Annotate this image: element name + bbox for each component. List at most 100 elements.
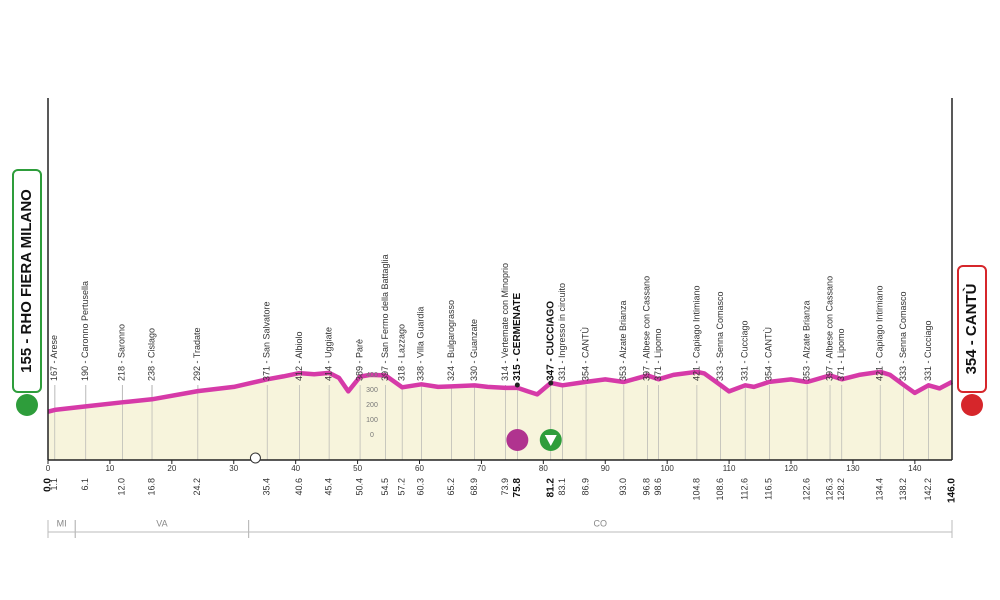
waypoint-label: 397 - Albese con Cassano	[642, 276, 652, 381]
waypoint-label: 414 - Uggiate	[323, 327, 333, 381]
waypoint-label: 331 - Cucciago	[740, 320, 750, 381]
waypoint-km: 24.2	[192, 478, 202, 496]
waypoint-label: 333 - Senna Comasco	[898, 291, 908, 381]
y-tick-label: 0	[370, 432, 374, 439]
y-tick-label: 100	[366, 417, 378, 424]
feed-icon	[249, 452, 261, 464]
waypoint-label: 338 - Villa Guardia	[416, 307, 426, 381]
waypoint-label: 315 - CERMENATE	[512, 293, 523, 381]
x-tick-label: 70	[477, 464, 486, 473]
waypoint-label: 318 - Lazzago	[397, 324, 407, 381]
waypoint-label: 331 - Ingresso in circuito	[557, 283, 567, 381]
waypoint-km: 40.6	[294, 478, 304, 496]
waypoint-label: 397 - San Fermo della Battaglia	[380, 254, 390, 381]
waypoint-label: 314 - Vertemate con Minoprio	[500, 263, 510, 381]
waypoint-label: 389 - Parè	[354, 339, 364, 381]
x-tick-label: 50	[353, 464, 362, 473]
x-tick-label: 80	[539, 464, 548, 473]
waypoint-km: 73.9	[500, 478, 510, 496]
endpoint-km: 0.0	[43, 478, 54, 492]
waypoint-km: 6.1	[80, 478, 90, 491]
checkpoint-triangle	[544, 435, 557, 446]
start-label: 155 - RHO FIERA MILANO	[18, 189, 35, 373]
waypoint-label: 371 - San Salvatore	[262, 301, 272, 381]
waypoint-km: 142.2	[923, 478, 933, 501]
y-tick-label: 200	[366, 402, 378, 409]
waypoint-label: 421 - Capiago Intimiano	[691, 285, 701, 381]
waypoint-km: 81.2	[545, 478, 556, 498]
waypoint-km: 75.8	[512, 478, 523, 498]
waypoint-km: 122.6	[801, 478, 811, 501]
start-icon	[16, 394, 38, 416]
waypoint-km: 57.2	[397, 478, 407, 496]
waypoint-km: 93.0	[618, 478, 628, 496]
waypoint-km: 98.6	[653, 478, 663, 496]
x-tick-label: 140	[908, 464, 922, 473]
waypoint-km: 35.4	[262, 478, 272, 496]
x-tick-label: 130	[846, 464, 860, 473]
province-label: VA	[156, 518, 167, 528]
waypoint-km: 1.1	[49, 478, 59, 491]
waypoint-label: 354 - CANTÙ	[764, 327, 774, 381]
x-tick-label: 120	[784, 464, 798, 473]
waypoint-km: 54.5	[380, 478, 390, 496]
waypoint-label: 353 - Alzate Brianza	[618, 300, 628, 381]
province-label: MI	[57, 518, 67, 528]
waypoint-km: 65.2	[446, 478, 456, 496]
x-tick-label: 100	[660, 464, 674, 473]
y-tick-label: 300	[366, 387, 378, 394]
waypoint-km: 116.5	[764, 478, 774, 500]
waypoint-label: 167 - Arese	[49, 335, 59, 381]
waypoint-km: 96.8	[642, 478, 652, 496]
waypoint-label: 333 - Senna Comasco	[715, 291, 725, 381]
waypoint-km: 108.6	[715, 478, 725, 501]
start-box	[12, 169, 42, 393]
plot: 0 100 200 300 400 0 10 20 30 40 50 60 70 80 90 100 110 12…	[43, 98, 958, 538]
waypoint-label: 412 - Albiolo	[294, 331, 304, 381]
waypoint-label: 353 - Alzate Brianza	[801, 300, 811, 381]
waypoint-label: 190 - Caronno Pertusella	[80, 281, 90, 381]
waypoint-label: 347 - CUCCIAGO	[545, 301, 556, 381]
profile-line	[47, 369, 954, 414]
endpoint-km: 146.0	[947, 478, 958, 503]
waypoint-km: 45.4	[323, 478, 333, 496]
finish-icon	[961, 394, 983, 416]
waypoint-label: 371 - Lipomo	[836, 328, 846, 381]
x-tick-label: 110	[723, 464, 736, 473]
waypoint-label: 421 - Capiago Intimiano	[875, 285, 885, 381]
waypoint-label: 238 - Cislago	[146, 328, 156, 381]
waypoint-label: 354 - CANTÙ	[580, 327, 590, 381]
waypoint-km: 138.2	[898, 478, 908, 501]
x-tick-label: 20	[167, 464, 176, 473]
waypoint-km: 68.9	[469, 478, 479, 496]
waypoint-km: 16.8	[146, 478, 156, 496]
waypoint-km: 50.4	[354, 478, 364, 496]
waypoint-km: 112.6	[740, 478, 750, 500]
waypoint-label: 330 - Guanzate	[469, 319, 479, 381]
sprint-icon	[506, 429, 529, 451]
waypoint-km: 12.0	[117, 478, 127, 496]
x-tick-label: 40	[291, 464, 300, 473]
x-tick-label: 30	[229, 464, 238, 473]
checkpoint-dot	[548, 380, 554, 386]
waypoint-label: 324 - Bulgarograsso	[446, 300, 456, 381]
finish-box	[957, 265, 987, 393]
waypoint-label: 292 - Tradate	[192, 327, 202, 381]
waypoint-km: 128.2	[836, 478, 846, 501]
waypoint-km: 83.1	[557, 478, 567, 496]
waypoint-km: 104.8	[691, 478, 701, 501]
waypoint-label: 371 - Lipomo	[653, 328, 663, 381]
x-tick-label: 10	[105, 464, 114, 473]
waypoint-km: 134.4	[875, 478, 885, 501]
x-tick-label: 90	[601, 464, 610, 473]
sprint-dot	[514, 382, 520, 388]
waypoint-km: 126.3	[824, 478, 834, 501]
profile-area	[48, 371, 952, 460]
y-tick-label: 400	[366, 372, 378, 379]
waypoint-label: 218 - Saronno	[117, 324, 127, 381]
waypoint-km: 60.3	[416, 478, 426, 496]
waypoint-label: 331 - Cucciago	[923, 320, 933, 381]
x-tick-label: 0	[46, 464, 51, 473]
x-tick-label: 60	[415, 464, 424, 473]
